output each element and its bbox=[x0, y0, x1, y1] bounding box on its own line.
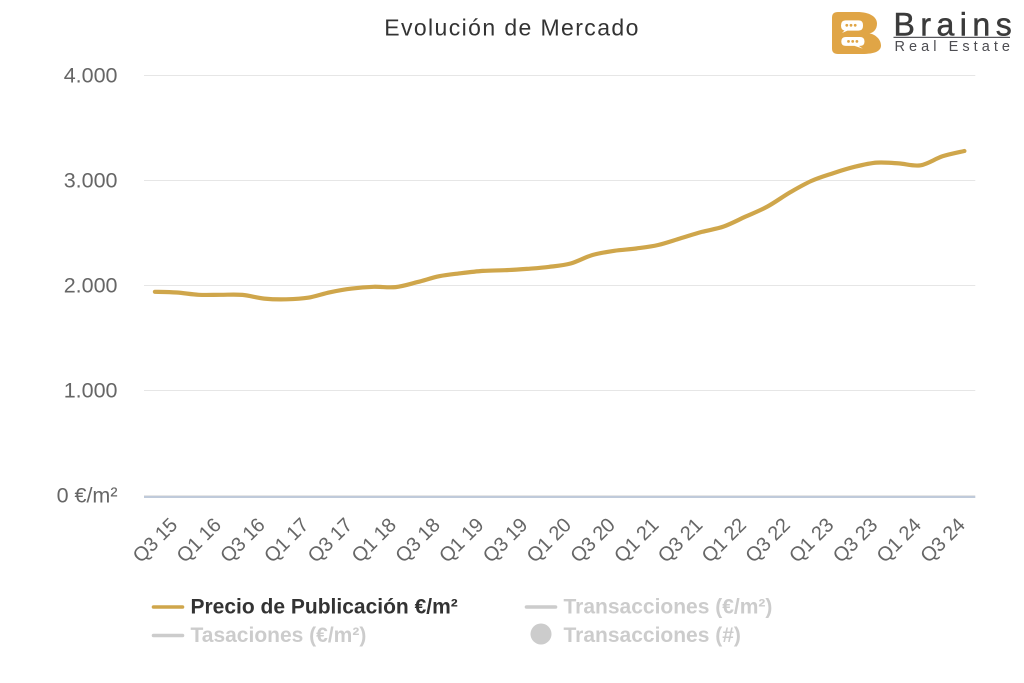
svg-text:Transacciones (#): Transacciones (#) bbox=[564, 624, 741, 647]
svg-text:4.000: 4.000 bbox=[64, 64, 118, 88]
svg-text:2.000: 2.000 bbox=[64, 274, 118, 298]
svg-text:Precio de Publicación €/m²: Precio de Publicación €/m² bbox=[191, 596, 458, 619]
svg-text:Evolución de Mercado: Evolución de Mercado bbox=[384, 15, 640, 41]
svg-text:3.000: 3.000 bbox=[64, 169, 118, 193]
svg-text:Tasaciones (€/m²): Tasaciones (€/m²) bbox=[191, 624, 367, 647]
svg-text:0 €/m²: 0 €/m² bbox=[57, 484, 118, 508]
svg-text:1.000: 1.000 bbox=[64, 379, 118, 403]
svg-text:Transacciones (€/m²): Transacciones (€/m²) bbox=[564, 596, 773, 619]
svg-text:Real Estate: Real Estate bbox=[895, 39, 1015, 55]
svg-text:Brains: Brains bbox=[894, 7, 1018, 43]
